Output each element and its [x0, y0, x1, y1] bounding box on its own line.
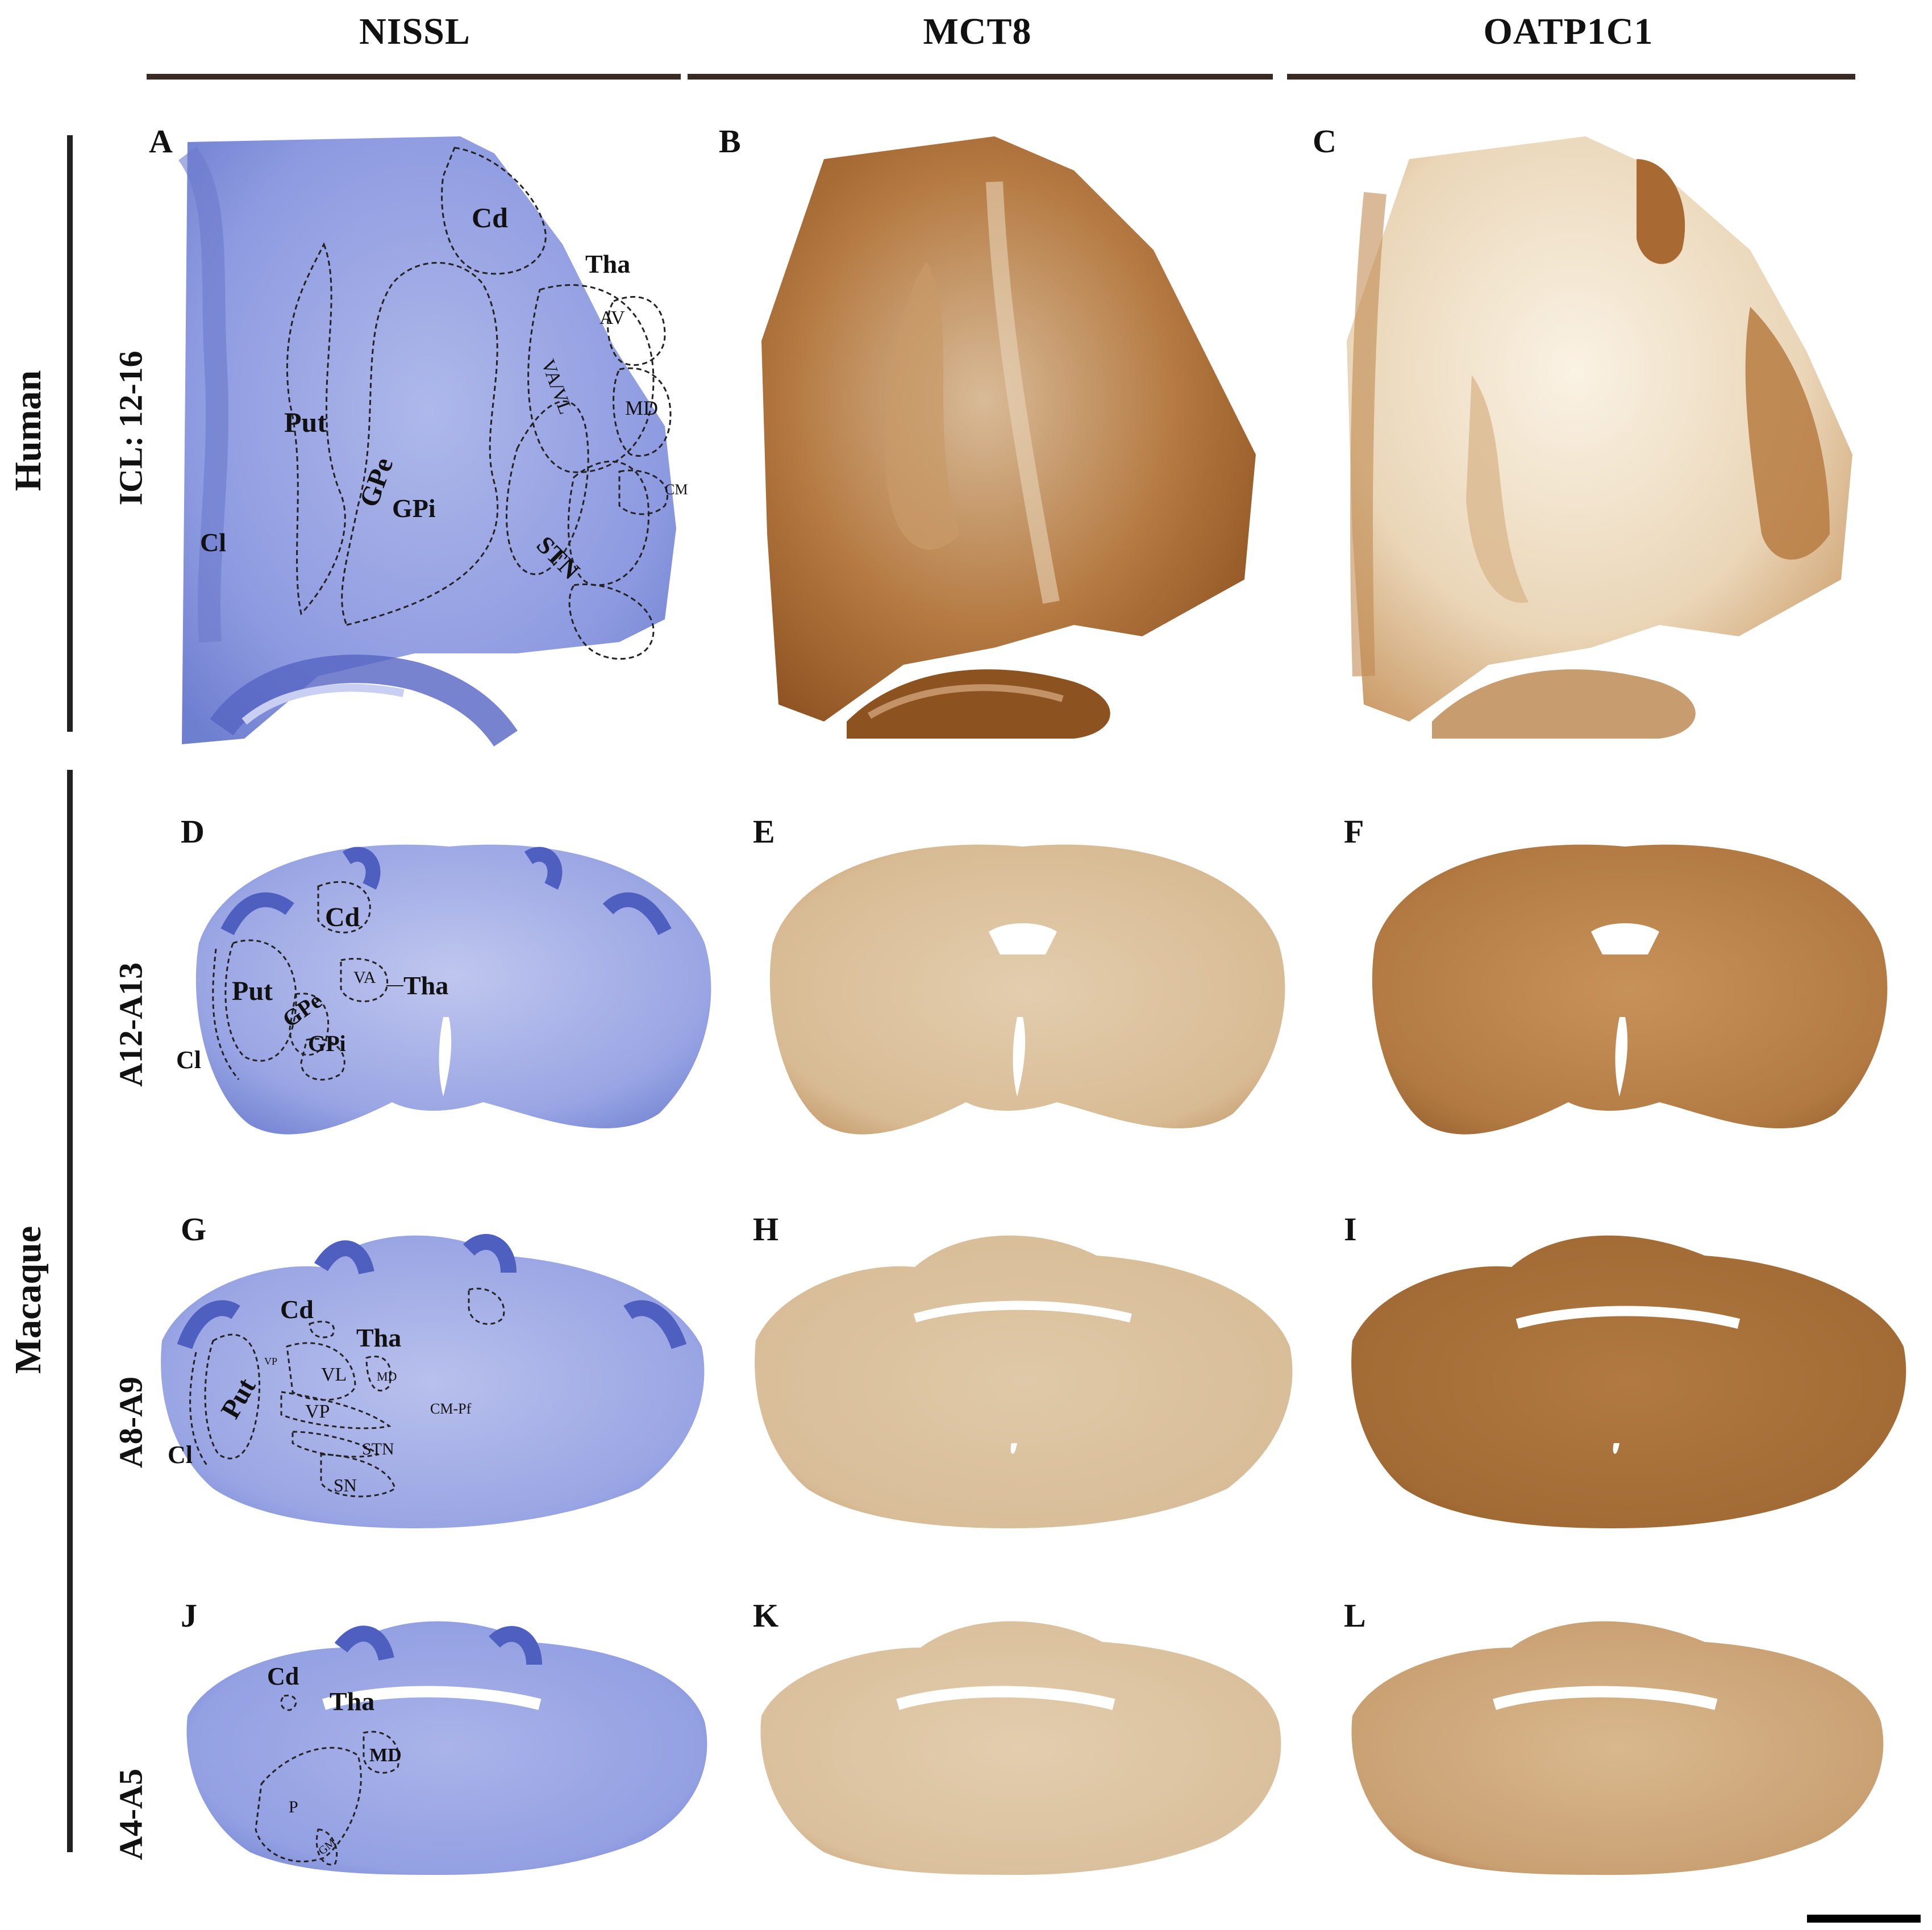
region-g-cl: Cl [168, 1441, 193, 1469]
region-a-put: Put [284, 406, 327, 438]
panel-letter-h: H [753, 1211, 779, 1248]
species-label-macaque: Macaque [7, 1225, 49, 1374]
level-label-icl: ICL: 12-16 [112, 351, 149, 506]
region-a-md: MD [625, 397, 658, 419]
panel-letter-k: K [753, 1597, 779, 1634]
region-g-stn: STN [362, 1440, 394, 1458]
panel-l-oatp1c1-a4 [1341, 1614, 1898, 1886]
region-a-cd: Cd [472, 202, 508, 234]
panel-l-image [1351, 1621, 1884, 1875]
region-g-vp: VP [305, 1401, 330, 1422]
panel-c-oatp1c1-human [1341, 136, 1864, 739]
panel-letter-a: A [149, 123, 173, 160]
species-label-human: Human [7, 370, 49, 491]
panel-f-oatp1c1-a12 [1352, 829, 1898, 1170]
panel-b-image [761, 136, 1256, 739]
panel-e-mct8-a12 [750, 829, 1296, 1170]
region-a-av: AV [599, 307, 625, 328]
region-d-va: VA [353, 968, 376, 987]
panel-e-image [769, 844, 1285, 1135]
panel-i-oatp1c1-a8 [1341, 1216, 1915, 1534]
panel-d-image: Cd Put VA Tha GPe GPi Cl [176, 844, 711, 1135]
region-g-md: MD [377, 1369, 397, 1383]
panel-letter-d: D [181, 813, 205, 850]
column-header-oatp1c1: OATP1C1 [1483, 11, 1654, 52]
level-label-a8-a9: A8-A9 [112, 1376, 149, 1469]
panel-letter-b: B [719, 123, 741, 160]
region-g-cd: Cd [280, 1295, 314, 1324]
panel-letter-l: L [1344, 1597, 1366, 1634]
scale-bar [1807, 1915, 1921, 1923]
region-a-tha: Tha [585, 249, 630, 278]
panel-d-nissl-a12: Cd Put VA Tha GPe GPi Cl [176, 829, 722, 1170]
panel-a-image: Cd Tha AV VA/VL MD Put GPe GPi CM-Pf Cl … [178, 136, 688, 747]
region-a-cl: Cl [200, 528, 226, 557]
column-header-mct8: MCT8 [923, 11, 1032, 52]
region-j-md: MD [369, 1745, 402, 1766]
species-rule-macaque [67, 770, 73, 1852]
region-d-gpi: GPi [308, 1031, 346, 1056]
panel-c-image [1347, 136, 1852, 739]
region-d-cd: Cd [325, 902, 360, 932]
panel-h-image [755, 1235, 1293, 1528]
panel-g-image: Cd Tha VP VL MD Put VP CM-Pf STN Cl SN [161, 1233, 705, 1528]
region-g-cm-pf: CM-Pf [430, 1400, 472, 1417]
panel-letter-f: F [1344, 813, 1364, 850]
column-rule-nissl [147, 74, 681, 80]
panel-f-image [1372, 844, 1888, 1135]
region-a-gpi: GPi [392, 494, 436, 523]
panel-k-mct8-a4 [750, 1614, 1296, 1886]
region-j-p: P [289, 1798, 298, 1816]
region-g-tha: Tha [356, 1323, 401, 1352]
region-g-vp-small: VP [264, 1356, 277, 1367]
region-d-tha: Tha [403, 971, 448, 1000]
region-g-vl: VL [321, 1364, 347, 1385]
panel-letter-j: J [181, 1597, 197, 1634]
column-header-nissl: NISSL [359, 11, 470, 52]
panel-letter-i: I [1344, 1211, 1357, 1248]
panel-a-nissl-human: Cd Tha AV VA/VL MD Put GPe GPi CM-Pf Cl … [176, 131, 688, 750]
region-d-cl: Cl [176, 1046, 201, 1074]
column-rule-oatp1c1 [1287, 74, 1855, 80]
level-label-a12-a13: A12-A13 [112, 962, 149, 1087]
panel-letter-c: C [1313, 123, 1336, 160]
region-a-cm-pf: CM-Pf [665, 481, 688, 498]
panel-j-nissl-a4: Cd Tha MD P GM [176, 1614, 716, 1886]
region-j-tha: Tha [330, 1687, 374, 1716]
panel-h-mct8-a8 [744, 1216, 1301, 1534]
level-label-a4-a5: A4-A5 [112, 1768, 149, 1861]
region-g-sn: SN [334, 1475, 357, 1495]
panel-letter-e: E [753, 813, 775, 850]
region-d-put: Put [232, 976, 273, 1006]
species-rule-human [67, 135, 73, 732]
panel-i-image [1351, 1235, 1906, 1528]
panel-g-nissl-a8: Cd Tha VP VL MD Put VP CM-Pf STN Cl SN [151, 1216, 713, 1534]
panel-letter-g: G [181, 1211, 207, 1248]
column-rule-mct8 [688, 74, 1273, 80]
panel-b-mct8-human [756, 136, 1267, 739]
region-j-cd: Cd [267, 1662, 299, 1690]
panel-k-image [760, 1621, 1281, 1875]
panel-j-image: Cd Tha MD P GM [186, 1621, 707, 1875]
